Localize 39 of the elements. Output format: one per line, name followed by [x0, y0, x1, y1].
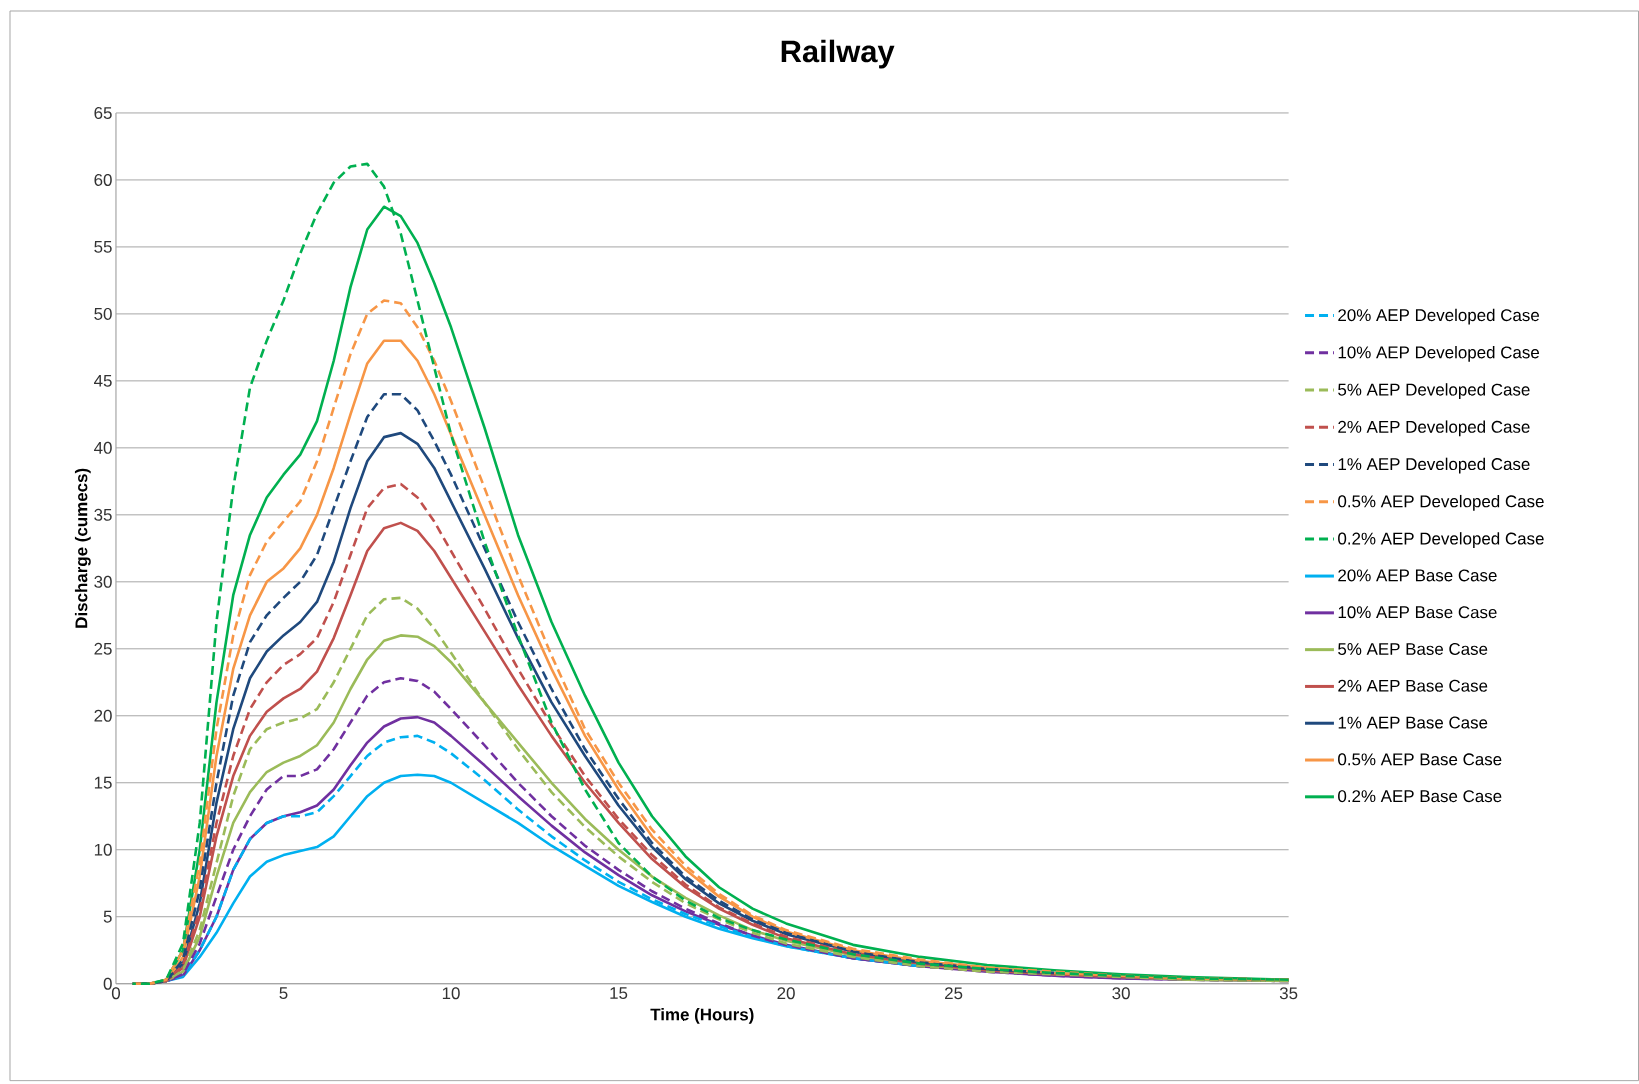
- y-tick-label: 30: [94, 575, 112, 588]
- legend-label: 0.5% AEP Developed Case: [1338, 495, 1544, 511]
- x-tick-label: 5: [279, 987, 288, 1000]
- y-tick-label: 50: [94, 308, 112, 321]
- legend-label: 0.2% AEP Base Case: [1338, 790, 1502, 803]
- y-tick-label: 5: [103, 910, 112, 923]
- legend-label: 2% AEP Base Case: [1338, 679, 1488, 692]
- chart-title: Railway: [781, 39, 895, 69]
- legend-label: 1% AEP Developed Case: [1338, 457, 1530, 474]
- legend-label: 20% AEP Base Case: [1338, 569, 1497, 582]
- y-tick-label: 65: [94, 107, 112, 120]
- y-tick-label: 40: [94, 442, 112, 455]
- x-tick-label: 0: [111, 987, 121, 1000]
- x-tick-label: 20: [777, 987, 795, 1000]
- legend-label: 1% AEP Base Case: [1338, 716, 1488, 729]
- y-tick-label: 35: [94, 508, 112, 521]
- y-tick-label: 20: [94, 709, 112, 722]
- legend-label: 2% AEP Developed Case: [1338, 420, 1530, 437]
- legend-label: 20% AEP Developed Case: [1338, 308, 1539, 325]
- y-tick-label: 15: [94, 777, 112, 789]
- legend-label: 5% AEP Developed Case: [1338, 383, 1530, 400]
- legend-label: 10% AEP Developed Case: [1338, 346, 1539, 362]
- y-tick-label: 25: [94, 642, 112, 655]
- x-tick-label: 35: [1279, 987, 1298, 1000]
- x-tick-label: 15: [610, 987, 628, 1000]
- legend-label: 10% AEP Base Case: [1338, 606, 1497, 619]
- x-axis-title: Time (Hours): [650, 1008, 754, 1024]
- x-tick-label: 10: [442, 987, 460, 1000]
- legend-label: 0.2% AEP Developed Case: [1338, 532, 1544, 549]
- legend-label: 5% AEP Base Case: [1338, 643, 1488, 656]
- y-tick-label: 45: [94, 375, 112, 387]
- x-tick-label: 25: [945, 987, 963, 1000]
- y-axis-title: Discharge (cumecs): [74, 468, 91, 628]
- legend-label: 0.5% AEP Base Case: [1338, 753, 1502, 766]
- y-tick-label: 60: [94, 174, 112, 187]
- y-tick-label: 0: [103, 977, 112, 990]
- x-tick-label: 30: [1112, 987, 1130, 1000]
- y-tick-label: 55: [94, 241, 112, 253]
- y-tick-label: 10: [94, 843, 112, 856]
